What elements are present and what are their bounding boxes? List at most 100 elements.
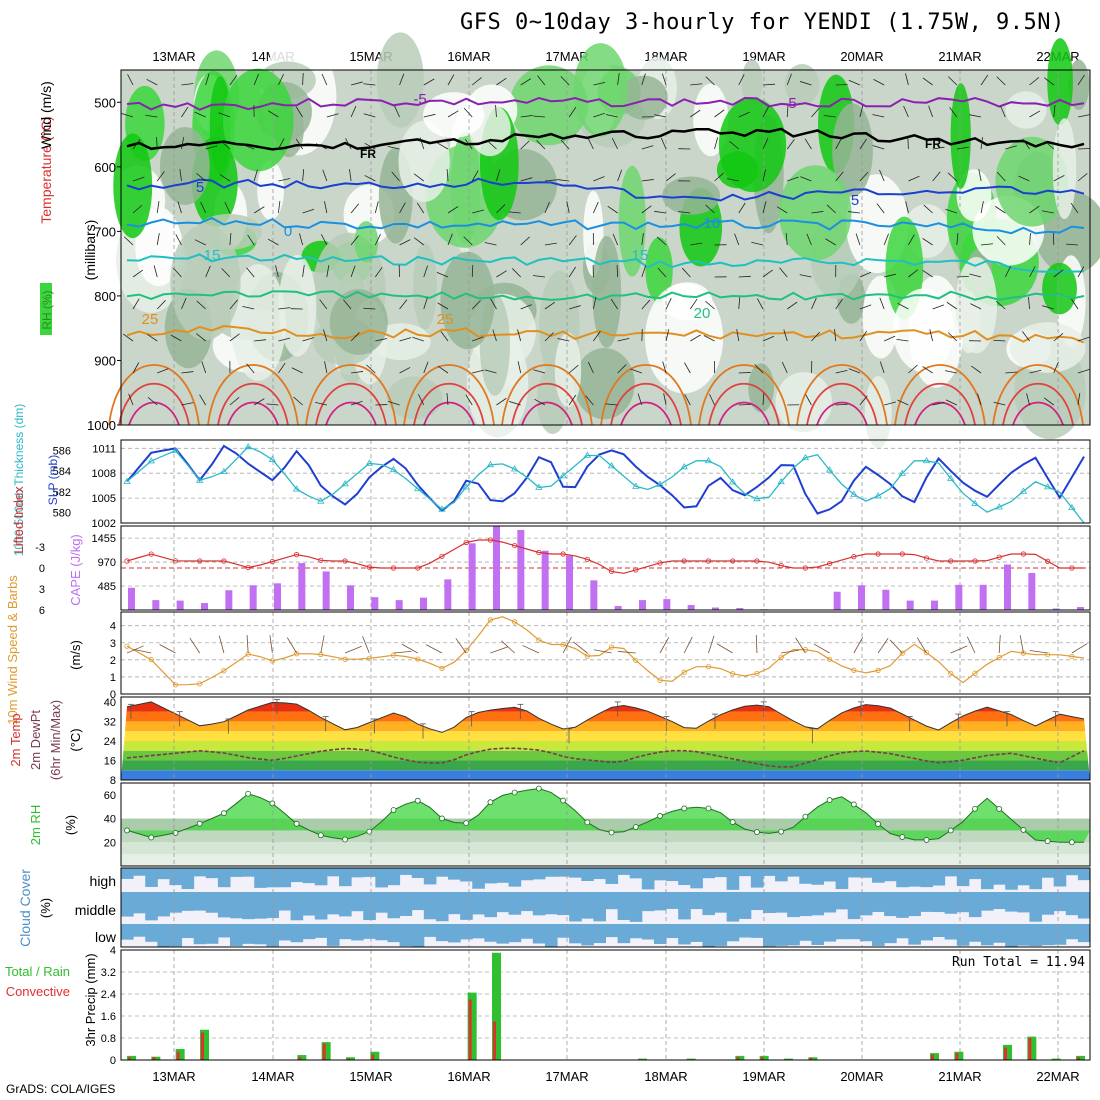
precip-tick-label: 4 [110,945,116,957]
temp-axis-label: 2m Temp [8,713,23,766]
wind-barb [254,339,267,342]
wind-barb [859,171,869,182]
wind-barb [859,330,868,342]
wind-barb [132,176,145,182]
wind-barb [612,233,618,246]
wind-barb [343,299,352,310]
wind-barb [993,401,1006,406]
wind-barb [1005,371,1018,374]
rh-shade-cell [1005,91,1047,129]
wind-barb [490,298,497,310]
wind-barb [156,136,158,150]
cloud-cell [690,924,703,942]
cloud-cell [629,868,643,879]
wind-barb [905,73,909,86]
wind-barb [350,332,360,342]
wind-barb [859,395,868,406]
cloud-cell [448,892,461,915]
precip-total-bar [467,992,477,1060]
wind-barb [1043,397,1055,406]
rh-point [1020,827,1027,833]
wind-barb [684,394,691,406]
precip-total-bar [297,1055,307,1060]
wind-barb [366,364,376,374]
lifted-index-point [948,558,954,564]
rh-point [608,829,615,836]
wind-barb [969,114,982,118]
wind-barb [562,636,572,654]
wind-barb [278,362,286,374]
wind-barb [496,169,501,182]
diurnal-temp-contour [992,364,1084,426]
temp-contour-25 [126,324,1085,344]
lifted-index-point [536,549,542,556]
date-label-bottom: 16MAR [447,1069,490,1084]
cloud-cell [1077,892,1091,919]
wind-barb [399,73,405,86]
wind-barb [993,339,1006,342]
wind-barb [981,243,994,246]
diurnal-temp-contour [796,364,888,426]
thickness-point [632,482,640,489]
rh-shade-cell [741,59,763,106]
diurnal-temp-contour [914,401,966,426]
wind-barb [908,364,918,374]
precip-total-bar [346,1057,355,1060]
wind-barb [566,201,570,214]
lifted-index-point [754,558,760,564]
wind-barb [440,331,449,342]
wind-barb [922,77,933,86]
cloud-cell [254,868,267,888]
wind-speed-point [705,664,712,670]
wind-barb [350,81,363,86]
cape-tick-label: 485 [98,581,116,593]
cloud-cell [472,892,485,915]
wind-barb [471,300,481,310]
cloud-cell [835,868,849,890]
rh-shade-cell [662,176,721,215]
wind-speed-point [584,653,590,659]
temp-unit-label: (°C) [68,728,83,751]
diurnal-temp-contour [413,383,485,426]
cape-bar [1028,572,1036,610]
lifted-index-point [439,553,445,559]
cloud-cell [375,924,388,941]
wind-barb [834,329,837,342]
cloud-cell [242,868,255,877]
wind-barb [544,179,557,182]
lifted-index-point [1020,551,1027,557]
wind-barb [826,204,836,214]
lifted-index-point [463,539,469,546]
wind-barb [299,233,304,246]
temp-tick-label: 24 [104,736,116,748]
wind-tick-label: 0 [110,689,116,701]
wind-barb [738,111,750,118]
cloud-cell [980,868,994,890]
diurnal-temp-contour [718,401,770,426]
cloud-cell [314,868,328,886]
slp-tick-label: 1005 [92,493,116,505]
wind-barb [147,333,158,342]
cloud-cell [593,892,606,922]
wind-barb [617,364,627,374]
wind-barb [825,238,836,246]
cloud-cell [1041,868,1055,878]
wind-barb [278,138,285,150]
wind-barb [447,233,453,246]
cape-bar [225,590,233,610]
cloud-cell [230,892,243,919]
diurnal-temp-contour [118,383,190,426]
cloud-cell [605,868,619,884]
wind-barb [1022,138,1030,150]
precip-frame [120,949,1091,1061]
cloud-cell [775,924,788,946]
rh-point [826,797,833,803]
cape-axis-label: CAPE (J/kg) [68,534,83,606]
lifted-index-point [560,551,566,557]
wind-barb [495,105,497,118]
wind-barb [908,234,915,246]
wind-barb [344,645,362,654]
wind-barb [969,273,982,278]
wind-barb [799,274,812,278]
thickness-point [728,478,737,485]
